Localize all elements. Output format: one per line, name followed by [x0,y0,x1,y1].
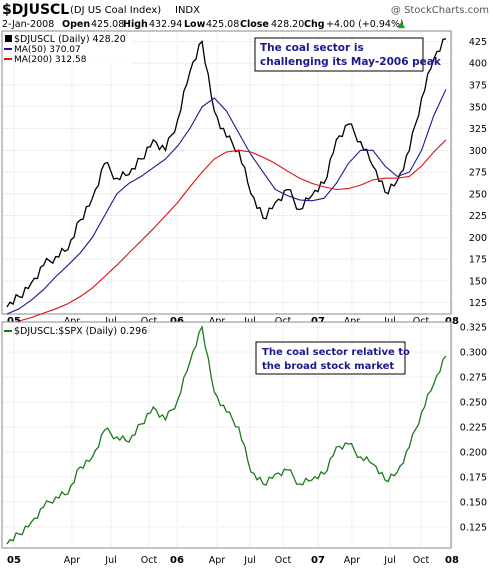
exchange-label: INDX [175,5,200,16]
series-line-0 [6,325,447,545]
y-tick-label: 400 [469,59,487,70]
ratio-annotation-line-2: the broad stock market [262,361,394,372]
close-label: Close [240,19,269,30]
ratio-grid [3,322,453,548]
ratio-annotation-box [255,341,406,375]
price-legend-bg [4,32,132,65]
y-tick-label: 125 [469,298,487,309]
x-tick-label: Oct [413,555,430,566]
quote-date: 2-Jan-2008 [2,19,54,30]
y-tick-label: 0.250 [460,398,487,409]
y-tick-label: 0.150 [460,498,487,509]
ratio-y-axis: 0.125 0.150 0.175 0.200 0.225 0.250 0.275 0.300… [460,323,487,534]
y-tick-label: 150 [469,276,487,287]
open-label: Open [62,19,90,30]
low-value: 425.08 [206,19,239,30]
x-tick-label: Jul [104,555,116,566]
x-tick-label: 08 [445,555,459,566]
price-annotation-box [254,37,424,72]
ratio-annotation-line-1: The coal sector relative to [262,347,410,358]
y-tick-label: 175 [469,255,487,266]
open-value: 425.08 [91,19,124,30]
high-value: 432.94 [149,19,182,30]
x-tick-label: Apr [64,555,81,566]
chg-label: Chg [304,19,325,30]
legend-ratio: $DJUSCL:$SPX (Daily) 0.296 [14,326,147,337]
y-tick-label: 0.325 [460,323,487,334]
up-arrow-icon: ▲ [398,20,405,30]
high-label: High [123,19,148,30]
x-tick-label: Jul [383,555,395,566]
y-tick-label: 350 [469,102,487,113]
legend-ma50: MA(50) 370.07 [14,45,81,55]
x-tick-label: 08 [445,316,459,327]
x-tick-label: Oct [141,555,158,566]
y-tick-label: 0.175 [460,473,487,484]
y-tick-label: 0.125 [460,523,487,534]
y-tick-label: 0.300 [460,348,487,359]
y-tick-label: 250 [469,189,487,200]
x-tick-label: Apr [344,555,361,566]
index-name: (DJ US Coal Index) [70,5,161,16]
price-panel [1,30,452,315]
y-tick-label: 200 [469,233,487,244]
y-tick-label: 225 [469,211,487,222]
low-label: Low [184,19,206,30]
y-tick-label: 300 [469,146,487,157]
x-tick-label: 06 [170,555,184,566]
watermark: @ StockCharts.com [391,5,489,16]
y-tick-label: 0.200 [460,448,487,459]
x-tick-label: Apr [209,555,226,566]
series-line-0 [6,38,447,308]
x-tick-label: 07 [311,555,325,566]
symbol-title: $DJUSCL [2,2,69,18]
x-tick-label: Oct [275,555,292,566]
y-tick-label: 375 [469,80,487,91]
price-legend-swatch [5,35,12,42]
series-line-1 [6,89,447,315]
price-y-axis: 125 150 175 200 225 250 275 300 325 350 375 400 425 [469,37,487,309]
y-tick-label: 325 [469,124,487,135]
chg-value: +4.00 (+0.94%) [326,19,404,30]
y-tick-label: 275 [469,168,487,179]
y-tick-label: 425 [469,37,487,48]
price-series [6,38,447,325]
close-value: 428.20 [271,19,304,30]
legend-ma200: MA(200) 312.58 [14,55,87,65]
ratio-series [6,325,447,545]
y-tick-label: 0.225 [460,423,487,434]
y-tick-label: 0.275 [460,373,487,384]
series-line-2 [6,139,447,325]
x-tick-label: 05 [7,555,21,566]
x-tick-label: Jul [243,555,255,566]
price-annotation-line-2: challenging its May-2006 peak [260,56,442,68]
price-annotation-line-1: The coal sector is [260,42,364,54]
legend-price: $DJUSCL (Daily) 428.20 [14,34,126,45]
ratio-x-axis: 05 Apr Jul Oct 06 Apr Jul Oct 07 Apr Jul Oct 08 [7,555,459,566]
